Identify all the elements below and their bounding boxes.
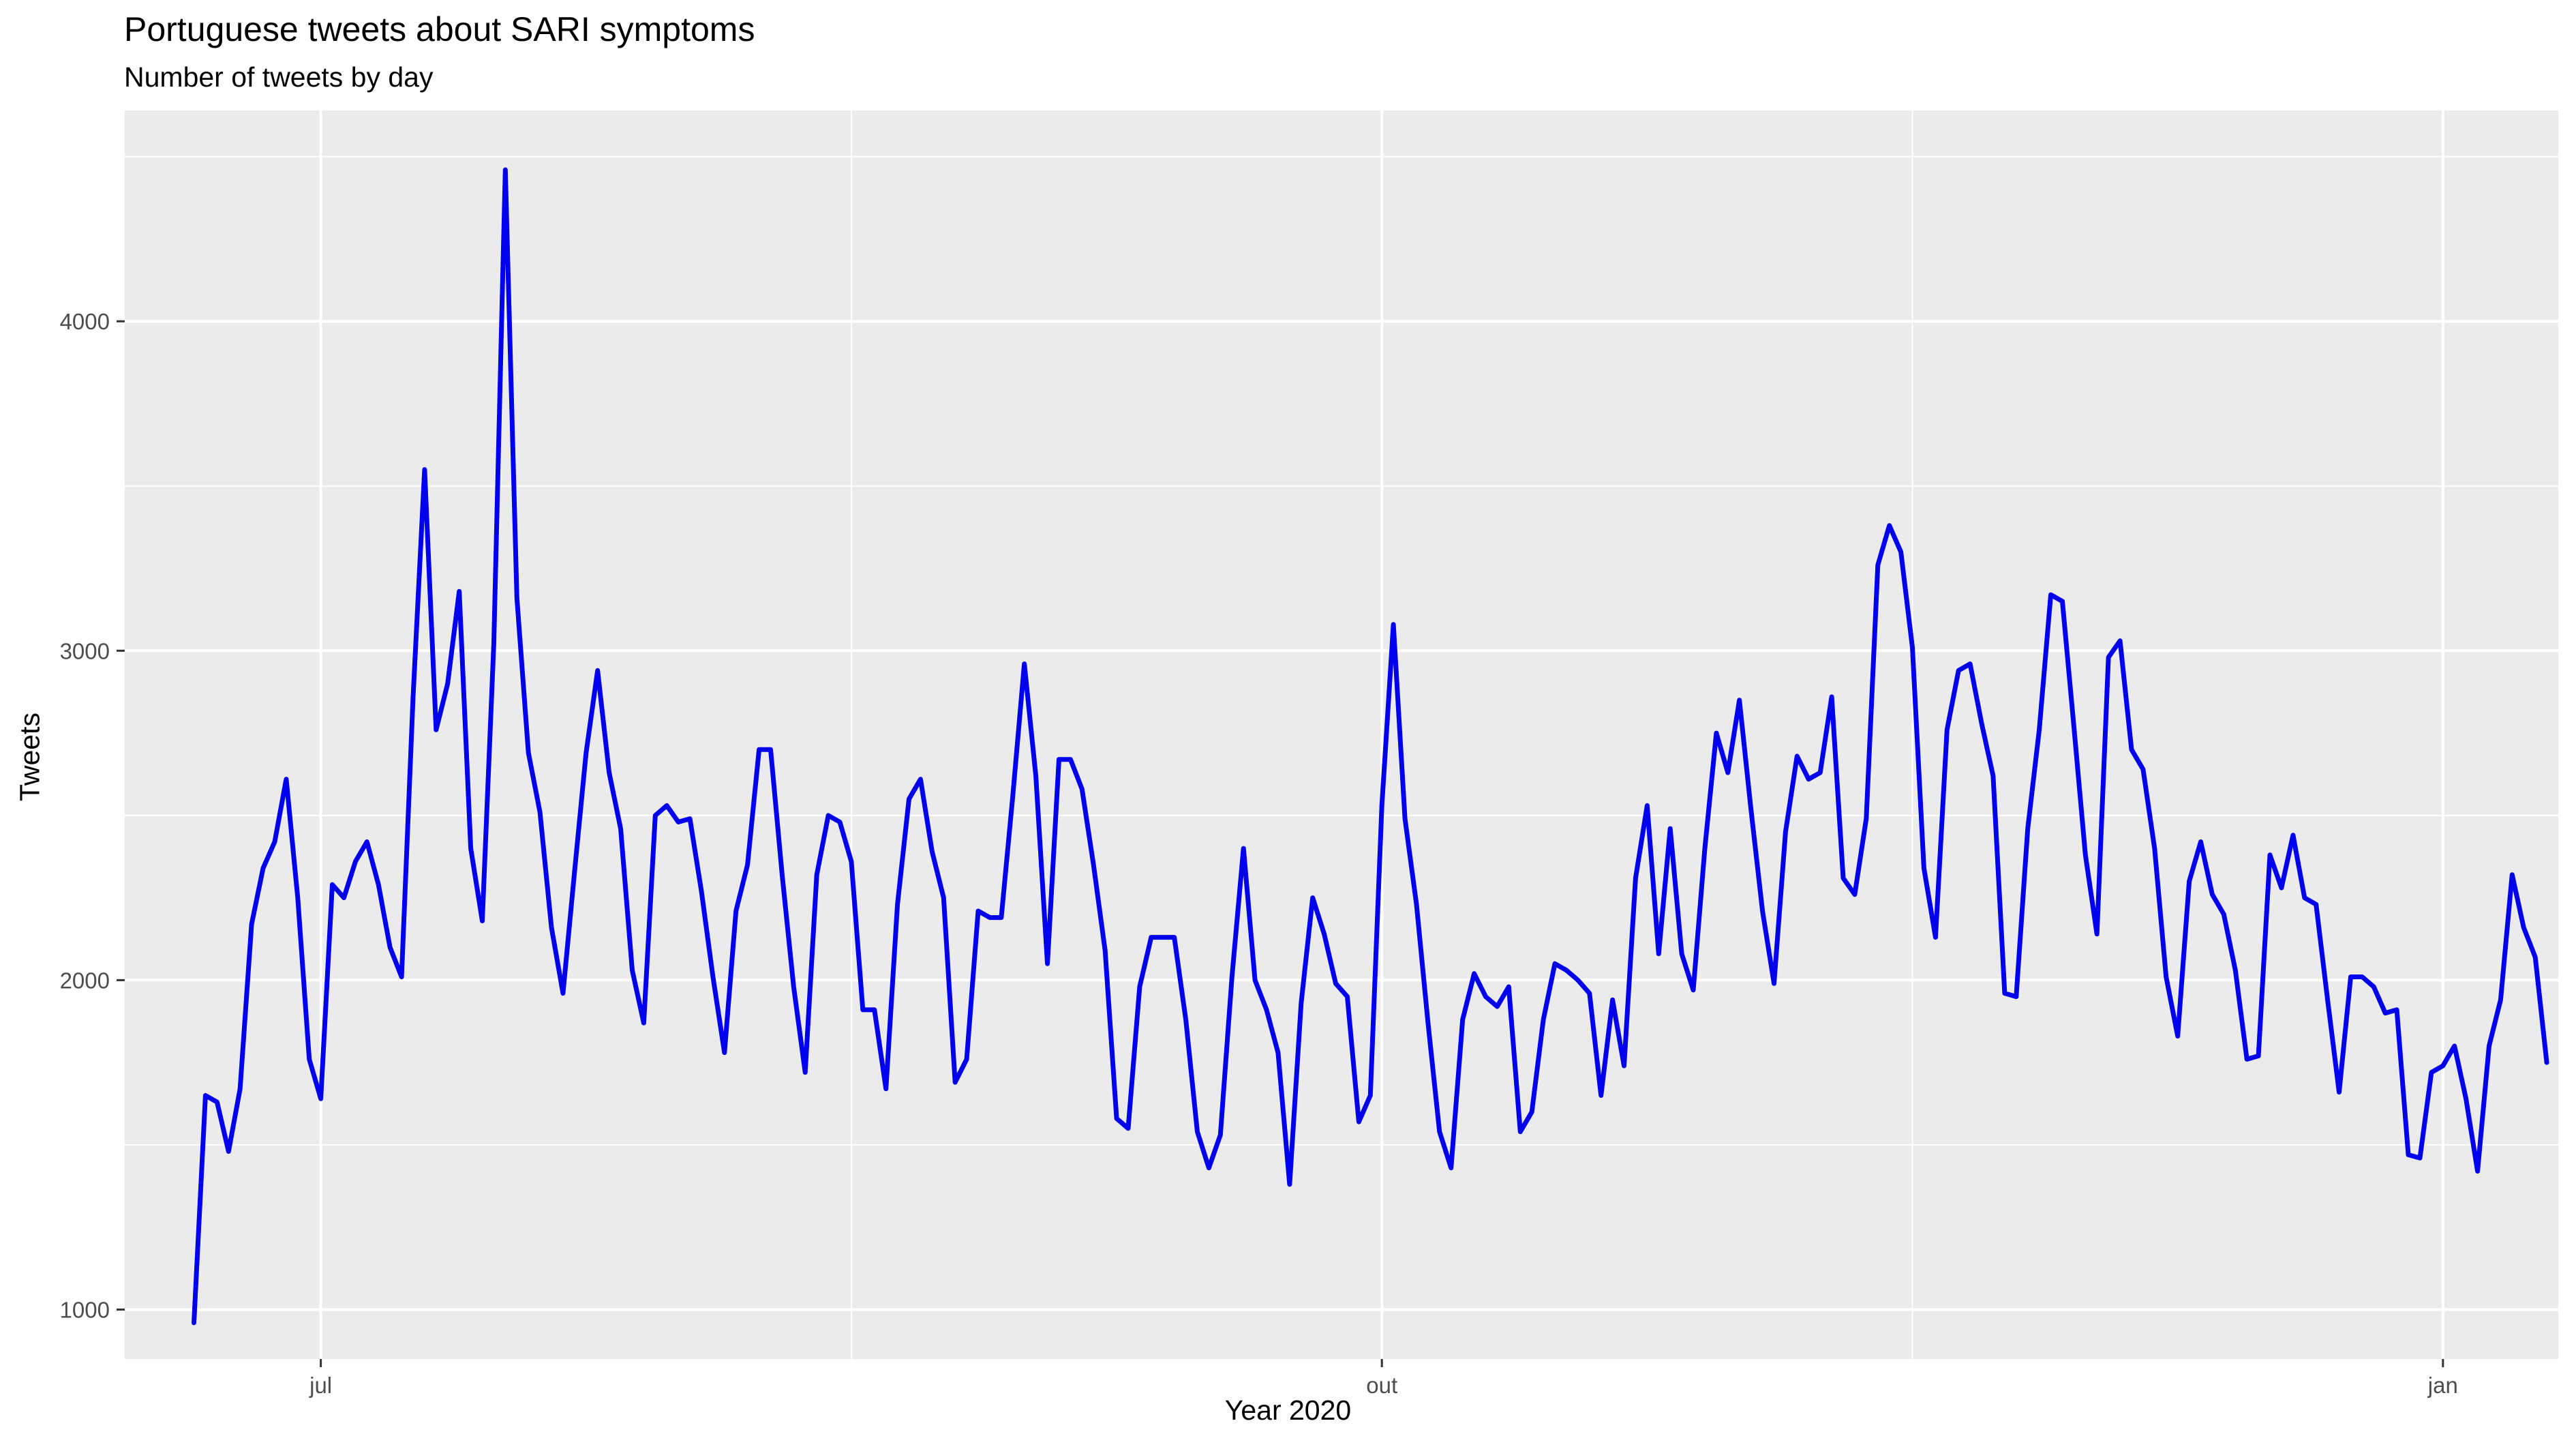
x-axis-label: Year 2020: [1224, 1394, 1352, 1426]
chart-subtitle: Number of tweets by day: [124, 61, 434, 93]
y-axis-label: Tweets: [14, 713, 46, 801]
minor-gridlines: [125, 110, 2558, 1359]
x-tick-label: jul: [309, 1373, 332, 1398]
series-layer: [192, 167, 2549, 1326]
x-tick-label: jan: [2427, 1373, 2458, 1398]
series-line: [192, 167, 2549, 1326]
x-tick-labels: jul out jan: [309, 1373, 2458, 1398]
y-tick-labels: 1000 2000 3000 4000: [60, 309, 110, 1322]
y-tick-label: 4000: [60, 309, 110, 334]
y-tick-label: 3000: [60, 638, 110, 663]
y-tick-label: 2000: [60, 968, 110, 993]
axis-ticks: [117, 320, 2444, 1367]
chart-title: Portuguese tweets about SARI symptoms: [124, 10, 755, 48]
major-gridlines: [125, 110, 2558, 1359]
x-tick-label: out: [1366, 1373, 1397, 1398]
plot-background: [125, 110, 2558, 1359]
y-tick-label: 1000: [60, 1298, 110, 1323]
